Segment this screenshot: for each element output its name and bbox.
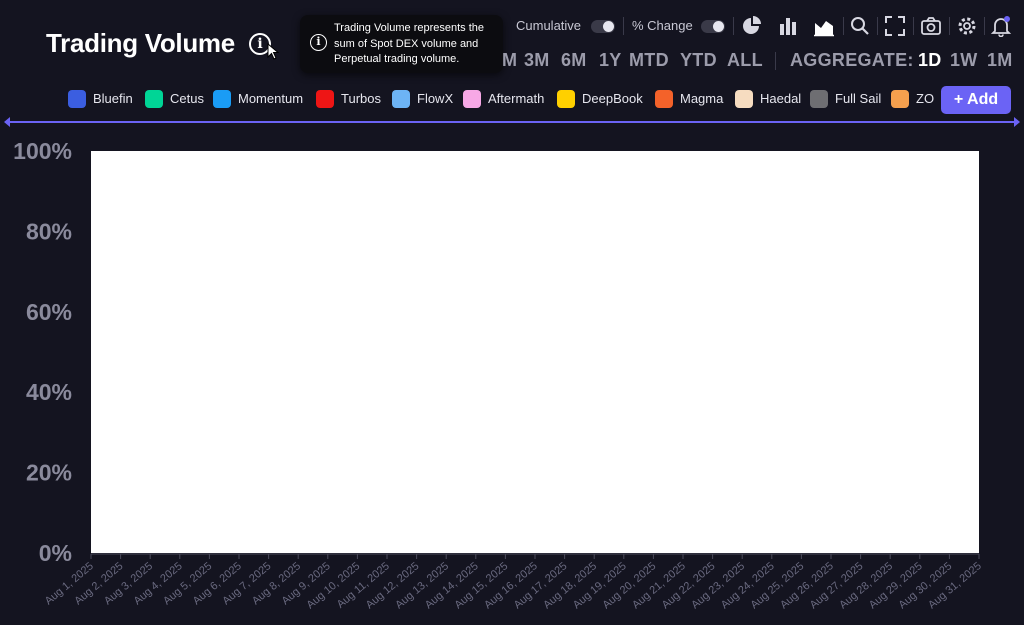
range-button[interactable]: YTD bbox=[680, 50, 717, 70]
legend-label: DeepBook bbox=[582, 91, 643, 106]
legend-label: FlowX bbox=[417, 91, 454, 106]
legend-label: Full Sail bbox=[835, 91, 882, 106]
legend-label: Bluefin bbox=[93, 91, 133, 106]
y-tick-label: 20% bbox=[26, 460, 72, 486]
page-title: Trading Volume bbox=[46, 28, 235, 58]
area-chart-icon[interactable] bbox=[813, 15, 835, 37]
separator bbox=[733, 17, 734, 35]
legend-swatch bbox=[655, 90, 673, 108]
section-divider bbox=[8, 121, 1014, 123]
separator bbox=[843, 17, 844, 35]
y-tick-label: 0% bbox=[39, 540, 72, 566]
bar-chart-icon[interactable] bbox=[777, 15, 799, 37]
separator bbox=[775, 52, 776, 70]
annotation-arrow bbox=[623, 424, 649, 464]
plot-background bbox=[91, 151, 979, 553]
fullscreen-icon[interactable] bbox=[884, 15, 906, 37]
aggregate-option[interactable]: 1M bbox=[987, 50, 1013, 70]
legend-label: Momentum bbox=[238, 91, 304, 106]
range-button[interactable]: 6M bbox=[561, 50, 587, 70]
pie-chart-icon[interactable] bbox=[741, 15, 763, 37]
annotation-arrowhead bbox=[557, 405, 566, 413]
cursor-icon bbox=[267, 42, 280, 60]
legend-swatch bbox=[392, 90, 410, 108]
legend-swatch bbox=[557, 90, 575, 108]
aggregate-option[interactable]: 1D bbox=[918, 50, 942, 70]
add-button[interactable]: + Add bbox=[941, 86, 1011, 114]
y-tick-label: 40% bbox=[26, 379, 72, 405]
separator bbox=[949, 17, 950, 35]
tooltip-text: Trading Volume represents the sum of Spo… bbox=[334, 22, 485, 65]
divider-right-arrow bbox=[1014, 117, 1020, 127]
separator bbox=[877, 17, 878, 35]
gear-icon[interactable] bbox=[956, 15, 978, 37]
legend-swatch bbox=[463, 90, 481, 108]
legend-label: Haedal bbox=[760, 91, 802, 106]
cumulative-label: Cumulative bbox=[516, 18, 582, 33]
x-tick-label: Aug 31, 2025 bbox=[926, 560, 984, 611]
pct-change-label: % Change bbox=[632, 18, 693, 33]
range-button[interactable]: ALL bbox=[727, 50, 763, 70]
legend-swatch bbox=[145, 90, 163, 108]
info-icon[interactable]: i bbox=[249, 33, 271, 55]
separator bbox=[913, 17, 914, 35]
legend-swatch bbox=[735, 90, 753, 108]
legend-label: Turbos bbox=[341, 91, 381, 106]
bell-icon[interactable] bbox=[990, 15, 1012, 37]
separator bbox=[623, 17, 624, 35]
annotation-arrowhead bbox=[622, 455, 631, 464]
range-button[interactable]: MTD bbox=[629, 50, 669, 70]
y-tick-label: 80% bbox=[26, 218, 72, 244]
legend-swatch bbox=[891, 90, 909, 108]
legend-label: ZO bbox=[916, 91, 935, 106]
info-tooltip: i Trading Volume represents the sum of S… bbox=[300, 15, 503, 73]
y-tick-label: 100% bbox=[13, 138, 72, 164]
legend-swatch bbox=[810, 90, 828, 108]
aggregate-label: AGGREGATE: bbox=[790, 50, 914, 70]
y-tick-label: 60% bbox=[26, 299, 72, 325]
range-button[interactable]: M bbox=[502, 50, 518, 70]
annotation-label: Low: 22.47% bbox=[648, 407, 726, 422]
range-button[interactable]: 1Y bbox=[599, 50, 622, 70]
legend-swatch bbox=[68, 90, 86, 108]
divider-left-arrow bbox=[4, 117, 10, 127]
legend-swatch bbox=[213, 90, 231, 108]
info-icon: i bbox=[310, 34, 327, 51]
annotation-arrow bbox=[514, 376, 565, 413]
annotation-label: Peak: 35.06% bbox=[449, 358, 532, 373]
pct-change-toggle[interactable] bbox=[701, 20, 725, 33]
legend-label: Aftermath bbox=[488, 91, 545, 106]
camera-icon[interactable] bbox=[920, 15, 942, 37]
search-icon[interactable] bbox=[849, 15, 871, 37]
legend-label: Cetus bbox=[170, 91, 204, 106]
range-button[interactable]: 3M bbox=[524, 50, 550, 70]
legend-swatch bbox=[316, 90, 334, 108]
legend-label: Magma bbox=[680, 91, 724, 106]
cumulative-toggle[interactable] bbox=[591, 20, 615, 33]
separator bbox=[984, 17, 985, 35]
aggregate-option[interactable]: 1W bbox=[950, 50, 978, 70]
